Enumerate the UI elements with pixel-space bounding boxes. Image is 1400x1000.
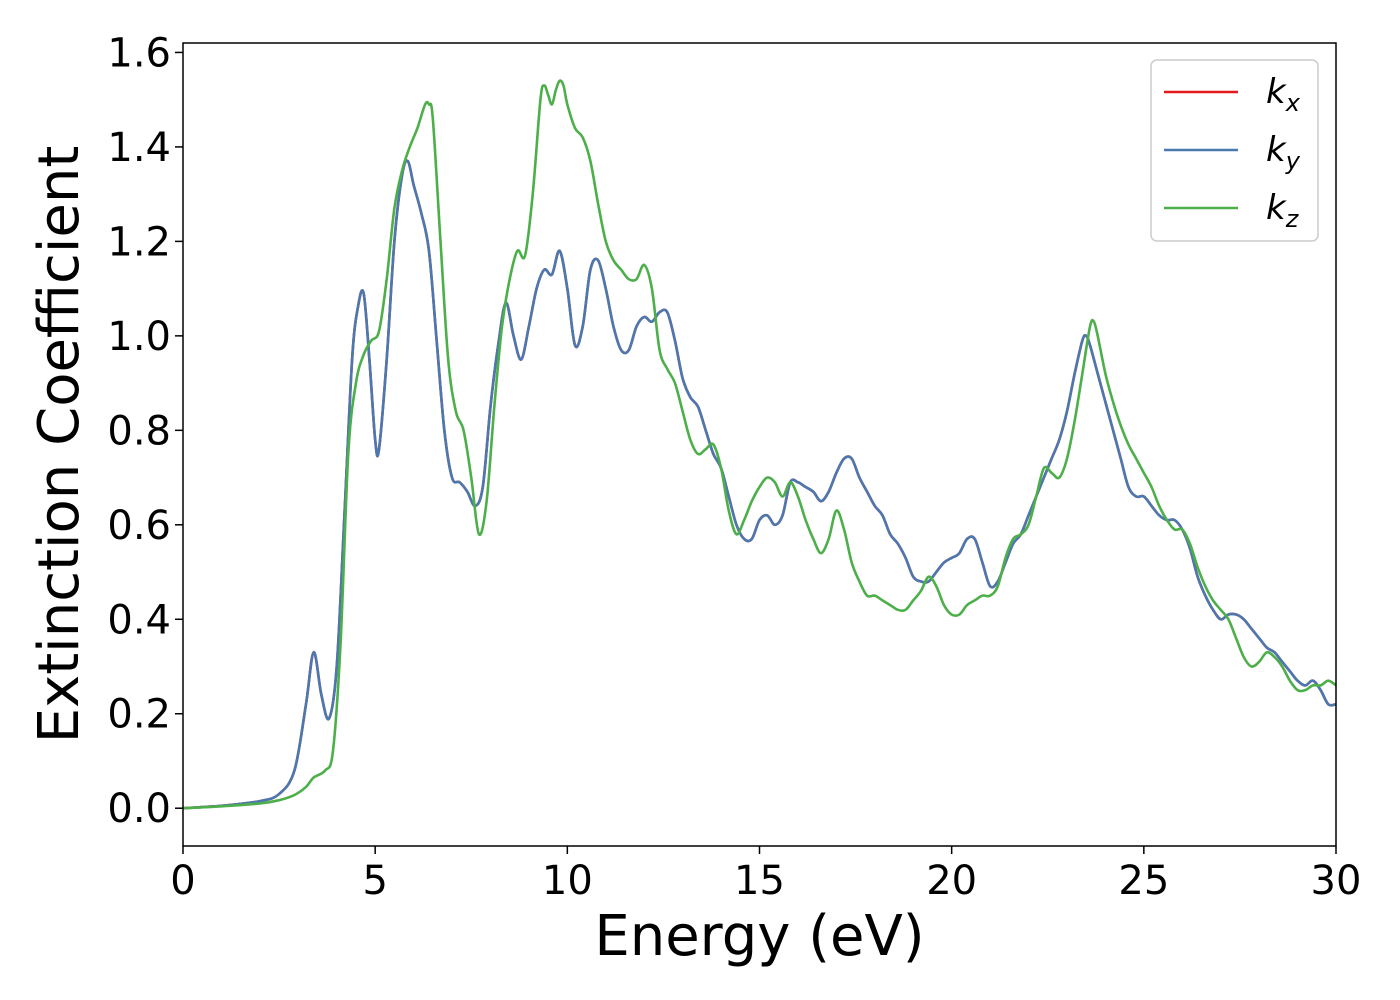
x-axis-label: Energy (eV) [594, 904, 924, 969]
legend-label-ky: ky [1266, 130, 1301, 175]
y-axis-label: Extinction Coefficient [27, 146, 92, 744]
legend-label-subscript: z [1285, 205, 1300, 233]
y-tick-label: 0.6 [107, 503, 171, 549]
legend-label-subscript: y [1285, 147, 1301, 175]
x-tick-label: 10 [542, 858, 593, 904]
y-tick-label: 1.4 [107, 125, 171, 171]
legend-label-kx: kx [1266, 72, 1301, 117]
x-tick-label: 15 [734, 858, 785, 904]
y-tick-label: 0.8 [107, 408, 171, 454]
series-lines [182, 79, 1337, 810]
y-tick-label: 0.0 [107, 786, 171, 832]
legend-label-kz: kz [1266, 188, 1300, 233]
x-tick-label: 20 [926, 858, 977, 904]
y-tick-label: 1.6 [107, 30, 171, 76]
x-tick-label: 25 [1118, 858, 1169, 904]
y-tick-label: 1.2 [107, 219, 171, 265]
y-tick-label: 1.0 [107, 314, 171, 360]
y-ticks: 0.0 0.2 0.4 0.6 0.8 1.0 1.2 1.4 1.6 [107, 30, 183, 832]
y-tick-label: 0.2 [107, 692, 171, 738]
series-line-kz [182, 79, 1337, 810]
legend-label-base: k [1266, 188, 1287, 228]
y-tick-label: 0.4 [107, 597, 171, 643]
x-tick-label: 5 [362, 858, 387, 904]
legend-label-base: k [1266, 72, 1287, 112]
x-ticks: 0 5 10 15 20 25 30 [170, 846, 1361, 904]
plot-frame [182, 42, 1337, 847]
x-tick-label: 30 [1311, 858, 1362, 904]
legend-label-base: k [1266, 130, 1287, 170]
x-tick-label: 0 [170, 858, 195, 904]
legend-label-subscript: x [1285, 89, 1301, 117]
